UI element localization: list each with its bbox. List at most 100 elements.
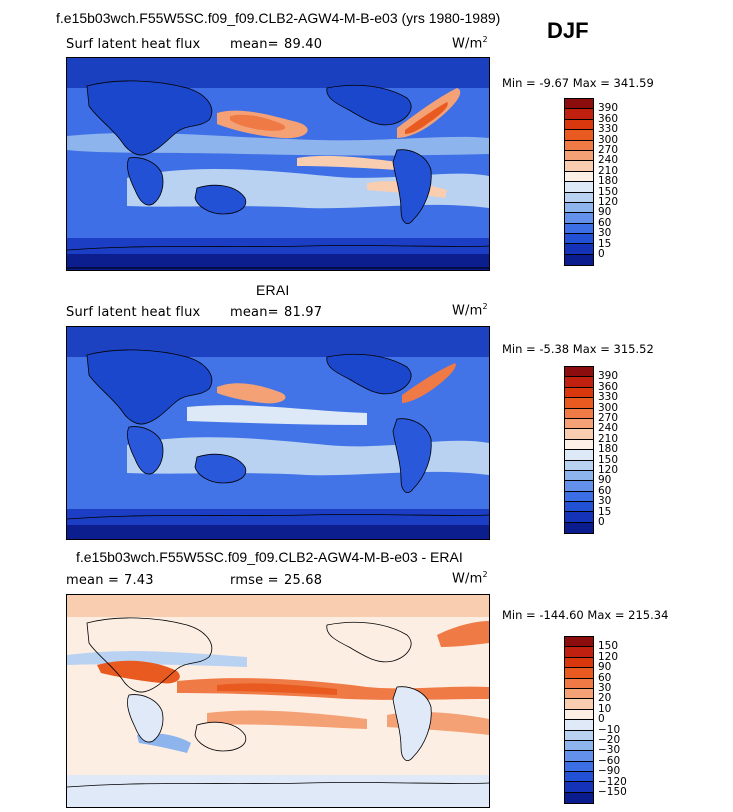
colorbar-tick-label: −10 — [598, 723, 621, 736]
colorbar-tick-label: 30 — [598, 495, 612, 508]
colorbar-tick-label: 60 — [598, 671, 612, 684]
colorbar-tick-label: 30 — [598, 682, 612, 694]
colorbar-tick-label: 210 — [598, 432, 619, 445]
colorbar-swatch — [565, 408, 593, 419]
colorbar-tick-label: 90 — [598, 206, 612, 219]
colorbar-swatch — [565, 223, 593, 235]
colorbar-swatch — [565, 792, 593, 804]
colorbar-swatch — [565, 678, 593, 689]
colorbar-tick-label: 90 — [598, 661, 612, 674]
colorbar-tick-label: 180 — [598, 175, 619, 188]
colorbar-swatch — [565, 740, 593, 752]
colorbar-tick-label: 60 — [598, 484, 612, 497]
colorbar-tick-label: 150 — [598, 640, 619, 653]
colorbar-swatch — [565, 470, 593, 482]
colorbar-swatch — [565, 657, 593, 669]
colorbar-swatch — [565, 668, 593, 679]
colorbar-swatch — [565, 491, 593, 503]
colorbar-swatch — [565, 688, 593, 700]
colorbar-tick-label: 15 — [598, 237, 612, 250]
figure-title: f.e15b03wch.F55W5SC.f09_f09.CLB2-AGW4-M-… — [56, 10, 501, 26]
colorbar-tick-label: 390 — [598, 102, 619, 115]
colorbar-swatch — [565, 387, 593, 399]
panel1-map — [66, 57, 490, 271]
colorbar-swatch — [565, 130, 593, 141]
colorbar-tick-label: 360 — [598, 112, 619, 125]
colorbar-tick-label: 240 — [598, 422, 619, 435]
panel2-mean-value: 81.97 — [284, 305, 323, 320]
colorbar-swatch — [565, 367, 593, 378]
panel3-map — [66, 594, 490, 808]
colorbar-swatch — [565, 512, 593, 523]
colorbar-tick-label: 270 — [598, 412, 619, 424]
colorbar-tick-label: 90 — [598, 474, 612, 487]
colorbar-swatch — [565, 522, 593, 534]
colorbar-tick-label: 120 — [598, 464, 619, 476]
panel3-mean-value: 7.43 — [124, 573, 154, 588]
colorbar-tick-label: −120 — [598, 775, 627, 788]
colorbar-tick-label: 0 — [598, 516, 605, 528]
panel2-mean-label: mean= — [230, 305, 279, 320]
colorbar-swatch — [565, 481, 593, 492]
colorbar-tick-label: 0 — [598, 713, 605, 726]
panel2-title: ERAI — [256, 282, 290, 298]
colorbar-tick-label: 300 — [598, 133, 619, 146]
colorbar-tick-label: 60 — [598, 216, 612, 229]
colorbar-tick-label: −90 — [598, 765, 621, 778]
colorbar-swatch — [565, 234, 593, 245]
panel2-map — [66, 326, 490, 540]
colorbar-tick-label: 10 — [598, 702, 612, 715]
colorbar-tick-label: 210 — [598, 164, 619, 177]
colorbar-swatch — [565, 244, 593, 255]
colorbar-tick-label: 20 — [598, 692, 612, 705]
colorbar-swatch — [565, 254, 593, 266]
colorbar-tick-label: −60 — [598, 754, 621, 767]
colorbar-swatch — [565, 182, 593, 193]
colorbar-swatch — [565, 730, 593, 741]
colorbar-swatch — [565, 772, 593, 783]
colorbar-tick-label: 180 — [598, 443, 619, 456]
colorbar-swatch — [565, 99, 593, 110]
colorbar-swatch — [565, 398, 593, 409]
panel3-minmax: Min = -144.60 Max = 215.34 — [502, 608, 669, 622]
panel2-variable: Surf latent heat flux — [66, 305, 201, 320]
colorbar-tick-label: −30 — [598, 744, 621, 757]
colorbar-swatch — [565, 450, 593, 461]
colorbar-swatch — [565, 720, 593, 731]
colorbar-tick-label: 15 — [598, 505, 612, 518]
colorbar-swatch — [565, 150, 593, 162]
colorbar-swatch — [565, 699, 593, 710]
panel3-units: W/m2 — [452, 570, 488, 587]
colorbar-swatch — [565, 161, 593, 172]
panel3-mean-label: mean = — [66, 573, 120, 588]
colorbar-swatch — [565, 637, 593, 648]
colorbar-tick-label: 30 — [598, 227, 612, 240]
colorbar-tick-label: 120 — [598, 650, 619, 663]
colorbar-swatch — [565, 119, 593, 131]
colorbar-tick-label: 330 — [598, 391, 619, 404]
colorbar-swatch — [565, 439, 593, 451]
colorbar-tick-label: 240 — [598, 154, 619, 167]
panel3-title: f.e15b03wch.F55W5SC.f09_f09.CLB2-AGW4-M-… — [76, 549, 463, 565]
colorbar-swatch — [565, 429, 593, 440]
colorbar-swatch — [565, 761, 593, 773]
colorbar-tick-label: 360 — [598, 380, 619, 393]
colorbar-tick-label: −150 — [598, 786, 627, 798]
colorbar-swatch — [565, 418, 593, 430]
colorbar-tick-label: 150 — [598, 185, 619, 198]
panel3-rmse-label: rmse = — [230, 573, 279, 588]
panel2-units: W/m2 — [452, 302, 488, 319]
colorbar-swatch — [565, 377, 593, 388]
colorbar-swatch — [565, 709, 593, 721]
colorbar-tick-label: 120 — [598, 196, 619, 208]
colorbar-swatch — [565, 782, 593, 793]
colorbar-swatch — [565, 202, 593, 214]
colorbar-swatch — [565, 171, 593, 183]
colorbar-tick-label: 390 — [598, 370, 619, 383]
panel3-rmse-value: 25.68 — [284, 573, 323, 588]
panel1-mean-label: mean= — [230, 37, 279, 52]
colorbar-tick-label: 330 — [598, 123, 619, 136]
colorbar-tick-label: 0 — [598, 248, 605, 260]
colorbar-swatch — [565, 192, 593, 203]
colorbar-swatch — [565, 647, 593, 658]
